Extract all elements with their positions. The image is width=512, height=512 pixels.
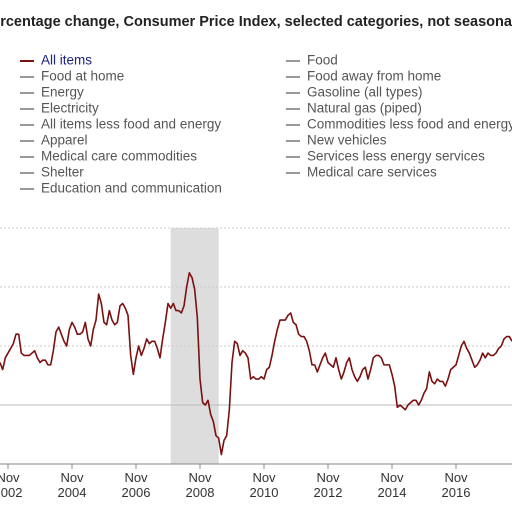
x-tick-label: Nov 2012 xyxy=(313,470,343,500)
legend-label: Services less energy services xyxy=(307,149,485,164)
x-tick-label: Nov 2004 xyxy=(57,470,87,500)
legend-label: Medical care commodities xyxy=(41,149,197,164)
legend-label: New vehicles xyxy=(307,133,387,148)
x-tick-label: Nov 2014 xyxy=(377,470,407,500)
chart-title: 12-month percentage change, Consumer Pri… xyxy=(0,14,512,30)
legend-label: Apparel xyxy=(41,133,88,148)
legend-label: Food at home xyxy=(41,69,124,84)
legend-label: All items xyxy=(41,53,92,68)
legend-label: Shelter xyxy=(41,165,84,180)
legend-label: All items less food and energy xyxy=(41,117,221,132)
recession-shade xyxy=(170,228,219,464)
legend-label: Medical care services xyxy=(307,165,437,180)
x-tick-label: Nov 2010 xyxy=(249,470,279,500)
x-tick-label: Nov 2006 xyxy=(121,470,151,500)
legend-label: Food away from home xyxy=(307,69,441,84)
legend-label: Food xyxy=(307,53,338,68)
legend-label: Natural gas (piped) xyxy=(307,101,422,116)
x-tick-label: Nov 2016 xyxy=(441,470,471,500)
legend-label: Electricity xyxy=(41,101,99,116)
legend-label: Energy xyxy=(41,85,84,100)
x-tick-label: Nov 2008 xyxy=(185,470,215,500)
legend-label: Gasoline (all types) xyxy=(307,85,423,100)
x-tick-label: Nov 2002 xyxy=(0,470,23,500)
legend-label: Commodities less food and energy xyxy=(307,117,512,132)
legend-label: Education and communication xyxy=(41,181,222,196)
series-line xyxy=(0,272,512,456)
